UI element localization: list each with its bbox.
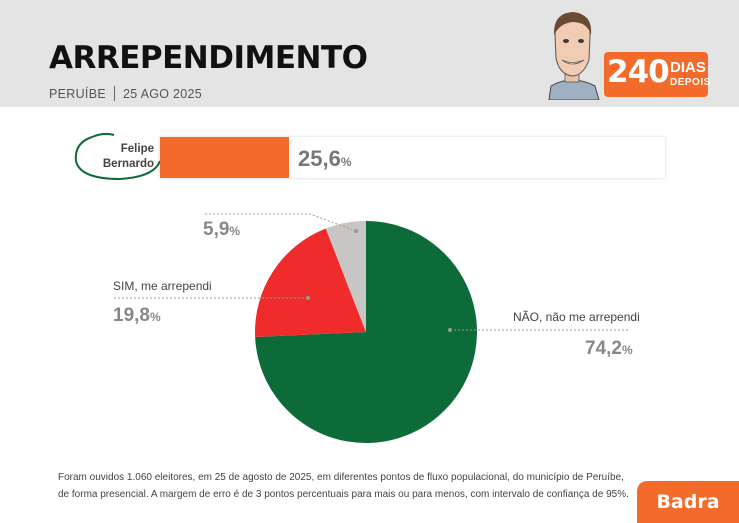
leader-dot-no [448,328,452,332]
slice-value-neutral-unit: % [229,224,241,238]
page-subtitle: PERUÍBE 25 AGO 2025 [49,86,202,101]
date-label: 25 AGO 2025 [122,87,203,101]
slice-value-no-unit: % [621,343,633,357]
candidate-bar-track [160,137,665,178]
badge-line1: DIAS [670,59,706,76]
slice-value-yes-number: 19,8 [113,305,150,326]
badge-line2: DEPOIS [670,77,711,88]
slice-value-no: 74,2% [585,338,633,360]
slice-label-yes: SIM, me arrependi [113,279,212,293]
leader-dot-yes [306,296,310,300]
page-title: ARREPENDIMENTO [49,40,368,76]
slice-value-neutral: 5,9% [203,219,240,241]
candidate-name: Felipe Bernardo [92,142,154,172]
badge-number: 240 [607,54,670,90]
methodology-note: Foram ouvidos 1.060 eleitores, em 25 de … [58,469,629,503]
brand-logo: Badra [637,481,739,523]
days-after-badge: 240 DIAS DEPOIS [604,52,711,97]
candidate-last-name: Bernardo [102,158,154,170]
location-label: PERUÍBE [49,87,106,101]
handdrawn-circle-icon [74,132,161,181]
candidate-first-name: Felipe [120,143,154,155]
candidate-value-number: 25,6 [298,146,341,171]
slice-label-no: NÃO, não me arrependi [513,310,640,324]
slice-value-yes-unit: % [149,310,161,324]
slice-value-no-number: 74,2 [585,338,622,359]
candidate-bar-fill [160,137,290,178]
candidate-caricature-icon [548,12,600,100]
subtitle-divider [113,86,115,101]
slice-value-yes: 19,8% [113,305,161,327]
candidate-value: 25,6% [298,146,352,172]
methodology-line1: Foram ouvidos 1.060 eleitores, em 25 de … [58,472,624,483]
pie-slice-yes [255,228,366,338]
leader-dot-neutral [354,229,358,233]
slice-value-neutral-number: 5,9 [203,219,230,240]
methodology-line2: de forma presencial. A margem de erro é … [58,489,629,500]
candidate-value-unit: % [340,155,352,169]
pie-slice-neutral [325,221,366,332]
pie-slice-no [255,221,478,444]
leader-line-neutral [205,213,357,232]
